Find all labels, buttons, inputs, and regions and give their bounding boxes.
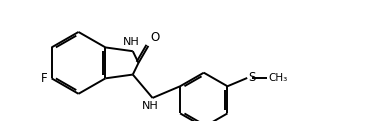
Text: S: S (248, 71, 256, 84)
Text: CH₃: CH₃ (269, 73, 288, 83)
Text: F: F (40, 72, 47, 85)
Text: NH: NH (123, 37, 139, 47)
Text: O: O (150, 31, 160, 44)
Text: NH: NH (142, 101, 159, 111)
